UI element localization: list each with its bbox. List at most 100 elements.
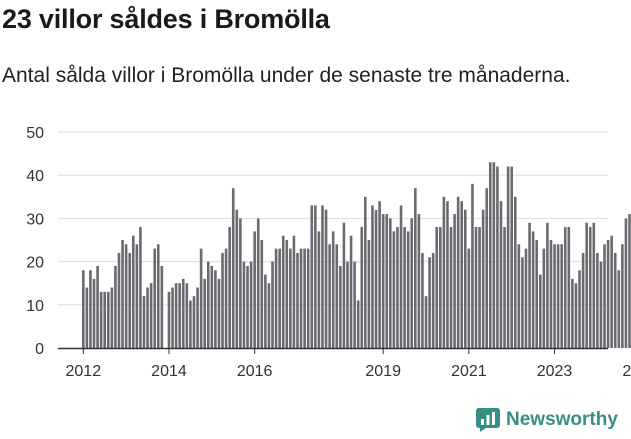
x-tick-label: 2021: [451, 363, 487, 380]
bar: [310, 205, 314, 348]
bar: [456, 196, 460, 348]
bar: [231, 188, 235, 348]
bar: [471, 183, 474, 348]
bar: [156, 244, 160, 348]
bar: [96, 265, 99, 348]
bar: [517, 244, 521, 348]
bar: [406, 231, 410, 348]
bar: [303, 248, 306, 348]
bar: [599, 261, 603, 348]
bar: [613, 252, 617, 348]
bar: [399, 205, 403, 348]
bar: [578, 270, 581, 348]
x-tick-label: 2023: [537, 363, 573, 380]
x-tick-label: 2019: [365, 363, 401, 380]
bar: [424, 296, 428, 348]
chart-subtitle: Antal sålda villor i Bromölla under de s…: [2, 64, 571, 87]
bar: [196, 287, 199, 348]
bar: [106, 291, 110, 348]
bar: [460, 201, 464, 348]
bar: [139, 227, 142, 348]
bar: [588, 227, 592, 348]
bar: [428, 257, 431, 348]
bar: [560, 244, 563, 348]
bar: [171, 287, 174, 348]
bar: [392, 231, 396, 348]
x-axis: 2012 2014 2016 2019 2021 2023 2025: [66, 348, 631, 380]
bar: [499, 201, 503, 348]
bar: [99, 291, 103, 348]
bar: [199, 248, 203, 348]
bar: [353, 261, 356, 348]
bar: [160, 265, 164, 348]
y-tick-label: 0: [35, 341, 44, 358]
bar: [417, 214, 421, 348]
bar: [381, 214, 385, 348]
bar: [92, 278, 96, 348]
bar: [149, 283, 153, 348]
bar: [124, 244, 128, 348]
bar: [410, 218, 414, 348]
bar: [167, 291, 171, 348]
bar: [574, 283, 578, 348]
bar: [131, 235, 135, 348]
bar: [367, 240, 371, 348]
bar: [317, 231, 321, 348]
bar: [339, 265, 342, 348]
x-tick-label: 2012: [66, 363, 102, 380]
brand-name: Newsworthy: [506, 409, 618, 430]
bar: [235, 209, 239, 348]
bar: [606, 240, 610, 348]
bar: [314, 205, 317, 348]
y-axis: 0 10 20 30 40 50: [26, 125, 44, 358]
bar: [524, 248, 528, 348]
bar: [356, 300, 360, 348]
bar: [189, 300, 192, 348]
chart-title: 23 villor såldes i Bromölla: [2, 4, 330, 34]
bar: [478, 227, 481, 348]
bar: [217, 278, 221, 348]
bar: [531, 231, 535, 348]
bar: [267, 283, 271, 348]
bar: [178, 283, 181, 348]
y-tick-label: 50: [26, 125, 44, 142]
y-tick-label: 40: [26, 168, 44, 185]
bar: [506, 166, 510, 348]
bar: [592, 222, 596, 348]
bar: [214, 270, 217, 348]
bar: [463, 209, 467, 348]
bar: [603, 244, 606, 348]
bar-chart: 0 10 20 30 40 50 2012 2014 2016 2019 2021 2023 2025…: [26, 125, 631, 380]
bar: [346, 261, 349, 348]
x-tick-label: 2016: [237, 363, 273, 380]
bar: [553, 244, 556, 348]
bar: [181, 278, 185, 348]
bar: [328, 244, 331, 348]
bar: [542, 248, 546, 348]
bar: [135, 244, 139, 348]
bar: [299, 248, 303, 348]
bar: [142, 296, 146, 348]
bar: [621, 244, 624, 348]
bar: [321, 205, 324, 348]
bar: [306, 248, 310, 348]
bar: [128, 252, 132, 348]
bar: [549, 240, 553, 348]
bar: [556, 244, 560, 348]
y-tick-label: 10: [26, 298, 44, 315]
bar: [581, 252, 585, 348]
bar: [385, 214, 389, 348]
bar: [203, 278, 206, 348]
bar: [496, 166, 499, 348]
bar: [567, 227, 571, 348]
bar: [546, 222, 549, 348]
bar: [174, 283, 178, 348]
bar: [596, 252, 599, 348]
bar: [528, 222, 531, 348]
bar: [624, 218, 628, 348]
bar: [535, 240, 538, 348]
bar: [239, 218, 242, 348]
bar: [403, 227, 406, 348]
bar: [153, 248, 156, 348]
bar: [538, 274, 542, 348]
